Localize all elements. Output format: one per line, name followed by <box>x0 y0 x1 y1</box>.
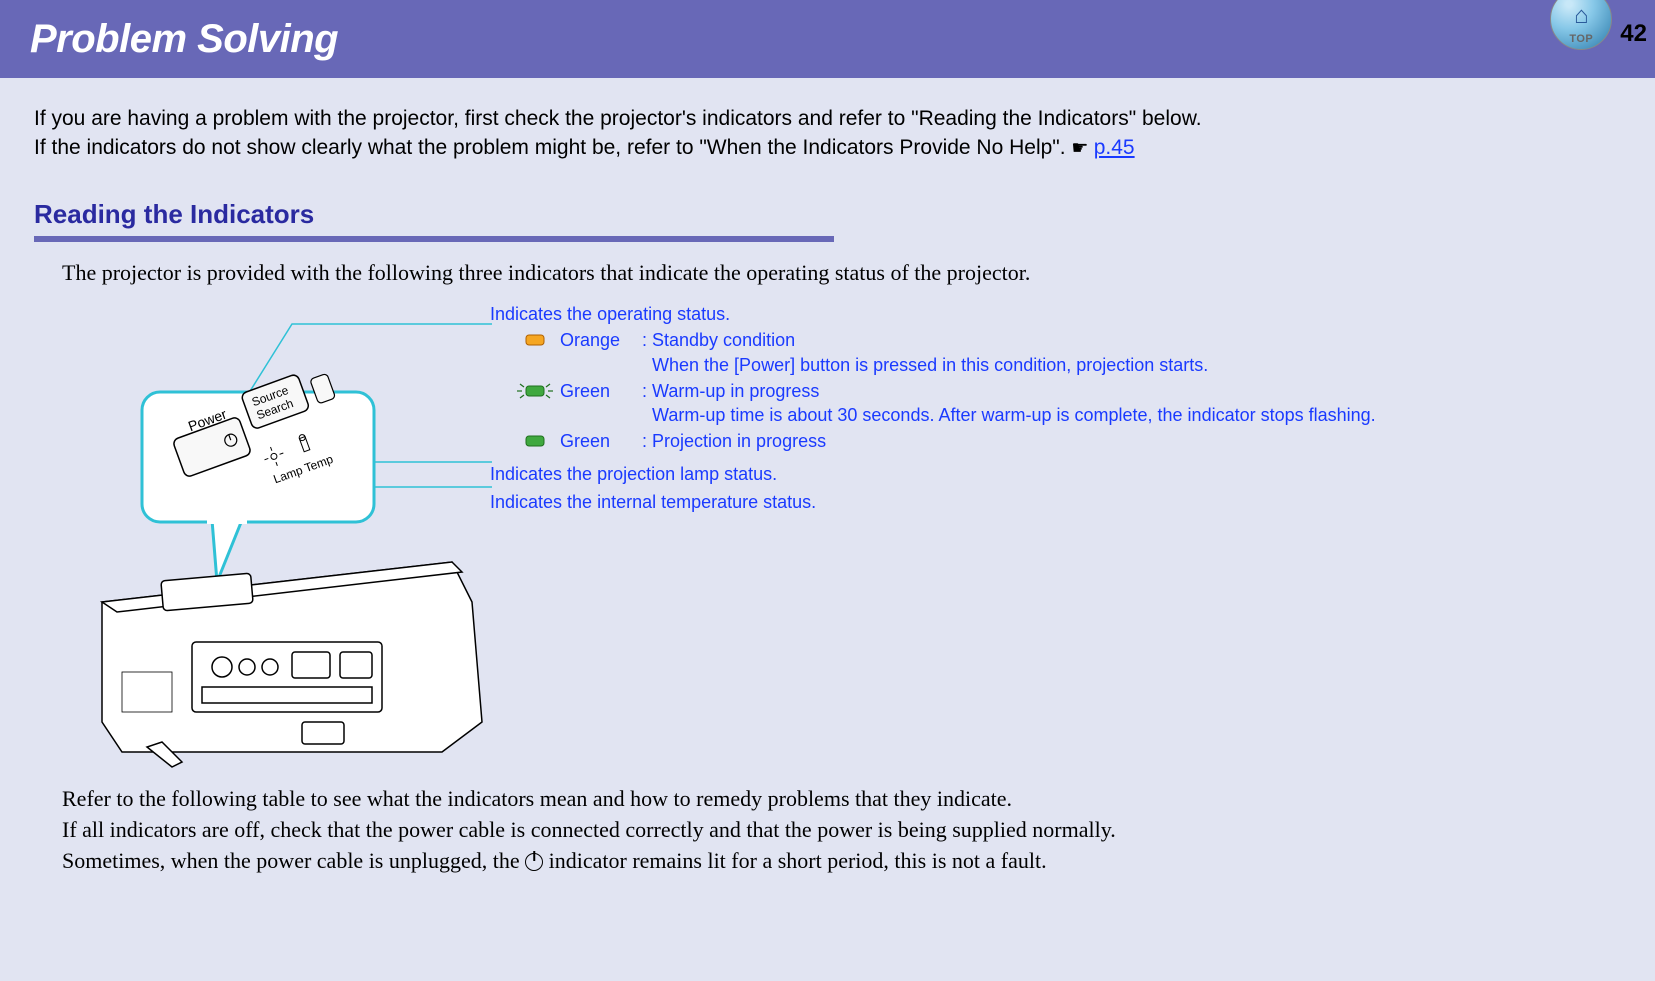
intro-line2: If the indicators do not show clearly wh… <box>34 136 1071 159</box>
home-icon: ⌂ <box>1574 2 1589 30</box>
status-row: Green: Projection in progress <box>510 429 1376 453</box>
status-indicator-icon <box>510 379 560 403</box>
page-title: Problem Solving <box>30 17 338 62</box>
annotation-lamp: Indicates the projection lamp status. <box>490 462 1376 486</box>
diagram-area: Power Source Search Lamp Temp <box>62 292 1621 772</box>
refer-line2: If all indicators are off, check that th… <box>62 817 1116 842</box>
annotation-temp: Indicates the internal temperature statu… <box>490 490 1376 514</box>
status-list: Orange: Standby condition When the [Powe… <box>490 328 1376 453</box>
status-description: : Projection in progress <box>642 429 1376 453</box>
content-area: If you are having a problem with the pro… <box>0 78 1655 876</box>
page-number: 42 <box>1620 20 1647 48</box>
refer-line3a: Sometimes, when the power cable is unplu… <box>62 848 525 873</box>
refer-line3b: indicator remains lit for a short period… <box>543 848 1046 873</box>
section-desc: The projector is provided with the follo… <box>62 260 1621 286</box>
section-title: Reading the Indicators <box>34 199 1621 230</box>
section-separator <box>34 236 834 242</box>
intro-text: If you are having a problem with the pro… <box>34 104 1621 163</box>
status-color-name: Orange <box>560 328 642 352</box>
refer-line1: Refer to the following table to see what… <box>62 786 1012 811</box>
refer-text: Refer to the following table to see what… <box>62 784 1621 876</box>
status-description: : Standby condition When the [Power] but… <box>642 328 1376 377</box>
power-icon <box>525 853 543 871</box>
annotation-operating: Indicates the operating status. <box>490 302 1376 326</box>
top-nav-button[interactable]: ⌂ TOP <box>1550 0 1612 50</box>
annotation-column: Indicates the operating status. Orange: … <box>490 292 1376 772</box>
status-row: Orange: Standby condition When the [Powe… <box>510 328 1376 377</box>
status-color-name: Green <box>560 379 642 403</box>
status-description: : Warm-up in progress Warm-up time is ab… <box>642 379 1376 428</box>
header-right: ⌂ TOP 42 <box>1550 0 1647 50</box>
pointer-icon: ☛ <box>1071 138 1093 159</box>
status-row: Green: Warm-up in progress Warm-up time … <box>510 379 1376 428</box>
intro-link[interactable]: p.45 <box>1094 136 1135 159</box>
intro-line1: If you are having a problem with the pro… <box>34 107 1202 130</box>
status-indicator-icon <box>510 328 560 352</box>
page-header: Problem Solving ⌂ TOP 42 <box>0 0 1655 78</box>
status-indicator-icon <box>510 429 560 453</box>
projector-illustration: Power Source Search Lamp Temp <box>62 292 492 772</box>
status-color-name: Green <box>560 429 642 453</box>
top-label: TOP <box>1569 33 1593 45</box>
